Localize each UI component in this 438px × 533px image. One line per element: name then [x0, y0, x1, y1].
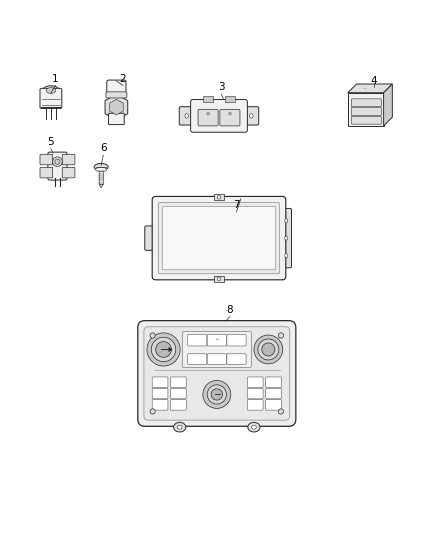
FancyBboxPatch shape: [158, 203, 280, 274]
Polygon shape: [105, 94, 128, 120]
FancyBboxPatch shape: [107, 80, 126, 96]
FancyBboxPatch shape: [266, 389, 282, 399]
FancyBboxPatch shape: [351, 108, 381, 116]
FancyBboxPatch shape: [351, 116, 381, 124]
FancyBboxPatch shape: [40, 88, 62, 108]
Bar: [214, 276, 224, 282]
FancyBboxPatch shape: [187, 335, 207, 346]
Ellipse shape: [173, 422, 186, 432]
Polygon shape: [348, 93, 384, 126]
Polygon shape: [169, 348, 172, 352]
FancyBboxPatch shape: [152, 389, 168, 399]
Polygon shape: [110, 99, 123, 115]
FancyBboxPatch shape: [247, 377, 263, 387]
Text: 1: 1: [52, 74, 59, 84]
FancyBboxPatch shape: [191, 100, 247, 132]
Ellipse shape: [95, 167, 106, 172]
Ellipse shape: [185, 114, 188, 118]
Ellipse shape: [285, 254, 288, 257]
Ellipse shape: [207, 385, 226, 404]
Ellipse shape: [229, 112, 231, 115]
FancyBboxPatch shape: [62, 154, 75, 165]
FancyBboxPatch shape: [227, 335, 246, 346]
Ellipse shape: [279, 409, 284, 414]
FancyBboxPatch shape: [179, 107, 194, 125]
Text: 2: 2: [120, 74, 126, 84]
Ellipse shape: [53, 157, 62, 166]
Polygon shape: [384, 84, 392, 126]
Text: 6: 6: [100, 143, 106, 154]
Ellipse shape: [94, 164, 108, 171]
FancyBboxPatch shape: [40, 154, 53, 165]
Polygon shape: [348, 84, 392, 93]
FancyBboxPatch shape: [170, 377, 186, 387]
Bar: [225, 96, 235, 102]
FancyBboxPatch shape: [152, 197, 286, 280]
FancyBboxPatch shape: [351, 99, 381, 107]
Ellipse shape: [207, 112, 209, 115]
Ellipse shape: [262, 343, 275, 356]
FancyBboxPatch shape: [266, 400, 282, 410]
Ellipse shape: [155, 342, 171, 357]
Text: 5: 5: [48, 137, 54, 147]
Polygon shape: [99, 184, 103, 188]
Polygon shape: [99, 169, 103, 184]
FancyBboxPatch shape: [138, 321, 296, 426]
FancyBboxPatch shape: [247, 389, 263, 399]
FancyBboxPatch shape: [152, 400, 168, 410]
FancyBboxPatch shape: [187, 354, 207, 364]
Text: 7: 7: [233, 200, 240, 210]
FancyBboxPatch shape: [62, 167, 75, 178]
Ellipse shape: [203, 381, 231, 408]
FancyBboxPatch shape: [152, 377, 168, 387]
FancyBboxPatch shape: [207, 335, 226, 346]
Text: 3: 3: [218, 82, 225, 92]
FancyBboxPatch shape: [48, 152, 67, 180]
Ellipse shape: [42, 86, 59, 95]
FancyBboxPatch shape: [170, 400, 186, 410]
Ellipse shape: [55, 159, 60, 164]
FancyBboxPatch shape: [207, 354, 226, 364]
FancyBboxPatch shape: [247, 400, 263, 410]
Ellipse shape: [150, 333, 155, 338]
Ellipse shape: [285, 236, 288, 240]
Text: 4: 4: [371, 76, 377, 86]
Text: ^: ^: [215, 338, 219, 343]
FancyBboxPatch shape: [109, 113, 124, 125]
FancyBboxPatch shape: [281, 208, 291, 268]
FancyBboxPatch shape: [40, 167, 53, 178]
FancyBboxPatch shape: [182, 332, 251, 368]
Ellipse shape: [258, 339, 279, 360]
FancyBboxPatch shape: [244, 107, 259, 125]
Bar: [214, 194, 224, 200]
FancyBboxPatch shape: [106, 92, 127, 98]
Ellipse shape: [217, 196, 221, 199]
FancyBboxPatch shape: [144, 327, 290, 420]
Ellipse shape: [147, 333, 180, 366]
Ellipse shape: [150, 409, 155, 414]
FancyBboxPatch shape: [227, 354, 246, 364]
Ellipse shape: [46, 88, 56, 93]
Ellipse shape: [250, 114, 253, 118]
Ellipse shape: [285, 219, 288, 223]
FancyBboxPatch shape: [145, 226, 157, 251]
Text: ---: ---: [363, 86, 367, 91]
Ellipse shape: [217, 277, 221, 281]
Ellipse shape: [248, 422, 260, 432]
Bar: [203, 96, 213, 102]
Ellipse shape: [254, 335, 283, 364]
FancyBboxPatch shape: [220, 109, 240, 126]
Ellipse shape: [211, 389, 223, 400]
Ellipse shape: [177, 425, 182, 429]
Ellipse shape: [151, 337, 176, 362]
FancyBboxPatch shape: [266, 377, 282, 387]
FancyBboxPatch shape: [170, 389, 186, 399]
Text: 8: 8: [226, 305, 233, 315]
FancyBboxPatch shape: [198, 109, 218, 126]
Ellipse shape: [251, 425, 256, 429]
Ellipse shape: [279, 333, 284, 338]
FancyBboxPatch shape: [162, 206, 276, 270]
